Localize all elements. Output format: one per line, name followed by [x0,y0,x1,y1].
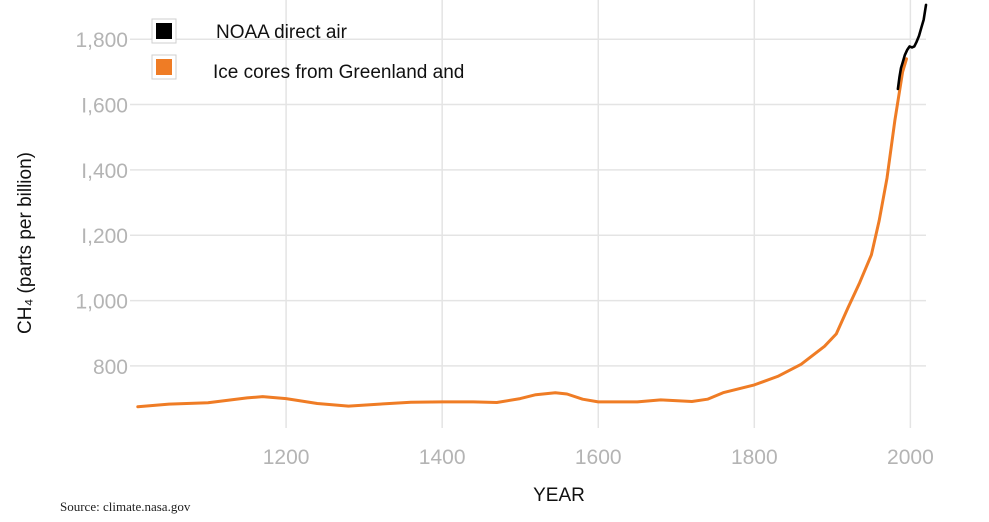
y-tick-labels: 800 1,000 I,200 I,400 I,600 1,800 [75,29,128,379]
legend-swatch-noaa [156,23,172,39]
x-tick-label: 1800 [731,446,778,469]
y-tick-label: I,200 [81,225,128,248]
legend: NOAA direct air Ice cores from Greenland… [151,18,464,83]
grid [130,0,926,428]
series-line-ice-cores [136,57,908,409]
x-tick-label: 1200 [263,446,310,469]
y-tick-label: I,400 [81,160,128,183]
y-tick-label: I,600 [81,95,128,118]
y-tick-label: 1,000 [75,291,128,314]
legend-label-ice-cores: Ice cores from Greenland and [213,62,464,83]
series-line-noaa [896,3,928,91]
x-tick-label: 1400 [419,446,466,469]
x-tick-label: 1600 [575,446,622,469]
y-tick-label: 1,800 [75,29,128,52]
legend-swatch-ice-cores [156,59,172,75]
legend-label-noaa: NOAA direct air [216,22,348,43]
y-axis-title: CH₄ (parts per billion) [15,152,36,334]
x-axis-title: YEAR [533,485,585,506]
series-lines [136,3,928,409]
source-note: Source: climate.nasa.gov [60,499,191,514]
x-tick-labels: 1200 1400 1600 1800 2000 [263,446,934,469]
x-tick-label: 2000 [887,446,934,469]
y-tick-label: 800 [93,356,128,379]
